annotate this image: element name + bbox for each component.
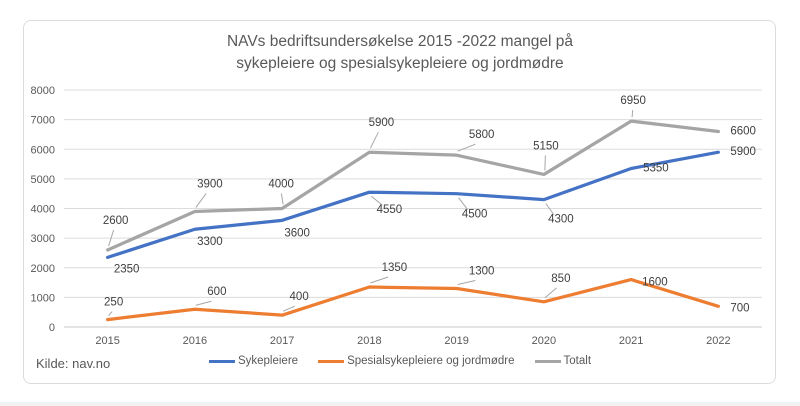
legend-item-totalt: Totalt <box>534 355 592 367</box>
label-leader-line <box>457 143 476 152</box>
x-tick-label: 2019 <box>444 335 468 347</box>
label-leader-line <box>545 203 555 215</box>
data-label: 1600 <box>642 277 668 289</box>
data-label: 850 <box>551 273 570 285</box>
data-label: 5900 <box>730 146 756 158</box>
data-label: 2350 <box>114 263 140 275</box>
label-leader-line <box>457 279 476 285</box>
label-leader-line <box>369 131 379 149</box>
label-leader-line <box>371 195 383 206</box>
data-label: 4550 <box>377 204 403 216</box>
chart-frame <box>23 20 776 384</box>
data-label: 4500 <box>462 209 488 221</box>
chart-legend: Sykepleiere Spesialsykepleiere og jordmød… <box>0 355 800 367</box>
label-leader-line <box>631 110 634 118</box>
label-leader-line <box>280 193 284 205</box>
x-tick-label: 2016 <box>183 335 207 347</box>
data-label: 600 <box>207 286 226 298</box>
y-tick-label: 5000 <box>31 174 55 186</box>
label-leader-line <box>108 311 113 316</box>
x-tick-label: 2022 <box>706 335 730 347</box>
chart-title-line-1: NAVs bedriftsundersøkelse 2015 -2022 man… <box>226 33 574 50</box>
y-tick-label: 2000 <box>31 263 55 275</box>
data-label: 250 <box>104 297 123 309</box>
label-leader-line <box>195 300 212 306</box>
data-label: 5900 <box>369 117 395 129</box>
x-tick-label: 2021 <box>619 335 643 347</box>
data-label: 5800 <box>469 129 495 141</box>
data-label: 1350 <box>382 262 408 274</box>
data-label: 5350 <box>643 163 669 175</box>
legend-label: Spesialsykepleiere og jordmødre <box>347 355 515 367</box>
y-tick-label: 7000 <box>31 115 55 127</box>
data-label: 6950 <box>620 95 646 107</box>
window-edge <box>0 402 800 406</box>
chart-title: NAVs bedriftsundersøkelse 2015 -2022 man… <box>0 31 800 75</box>
x-tick-label: 2018 <box>357 335 381 347</box>
label-leader-line <box>108 229 115 247</box>
x-tick-label: 2020 <box>532 335 556 347</box>
series-line-spesialsykepleiere-og-jordm-dre <box>106 277 720 322</box>
data-label: 2600 <box>103 215 129 227</box>
legend-line-swatch <box>534 359 561 363</box>
legend-item-sykepleiere: Sykepleiere <box>208 355 299 367</box>
y-tick-label: 1000 <box>31 292 55 304</box>
data-label: 3900 <box>197 178 223 190</box>
x-tick-label: 2015 <box>95 335 119 347</box>
y-tick-label: 4000 <box>31 204 55 216</box>
legend-label: Totalt <box>563 355 592 367</box>
legend-item-spesialsykepleiere-og-jordm-dre: Spesialsykepleiere og jordmødre <box>318 355 515 367</box>
y-tick-label: 3000 <box>31 233 55 245</box>
label-leader-line <box>458 197 469 210</box>
y-tick-label: 0 <box>49 322 55 334</box>
source-label: Kilde: nav.no <box>36 356 111 371</box>
legend-label: Sykepleiere <box>237 355 299 367</box>
data-label: 6600 <box>730 125 756 137</box>
data-label: 400 <box>290 291 309 303</box>
label-leader-line <box>370 276 389 284</box>
legend-line-swatch <box>208 359 235 363</box>
label-leader-line <box>282 305 296 312</box>
data-label: 4300 <box>548 214 574 226</box>
series-line-totalt <box>106 119 720 252</box>
data-label: 700 <box>730 302 749 314</box>
label-leader-line <box>544 287 557 299</box>
label-leader-line <box>195 193 207 208</box>
data-label: 5150 <box>533 140 559 152</box>
label-leader-line <box>544 155 546 171</box>
legend-line-swatch <box>318 359 345 363</box>
series-line-sykepleiere <box>106 150 720 260</box>
y-tick-label: 8000 <box>31 85 55 97</box>
y-tick-label: 6000 <box>31 144 55 156</box>
data-label: 3300 <box>197 236 223 248</box>
data-label: 1300 <box>469 265 495 277</box>
chart-title-line-2: sykepleiere og spesialsykepleiere og jor… <box>236 55 564 72</box>
x-tick-label: 2017 <box>270 335 294 347</box>
data-label: 3600 <box>284 227 310 239</box>
data-label: 4000 <box>268 179 294 191</box>
